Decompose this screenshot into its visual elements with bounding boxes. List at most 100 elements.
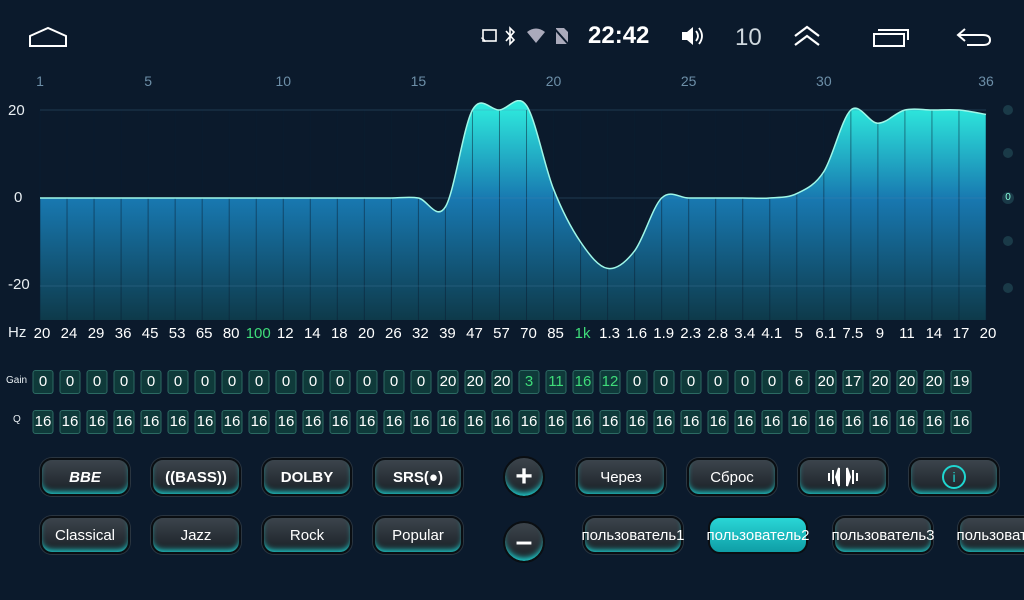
gain-value[interactable]: 0 (410, 370, 432, 394)
gain-value[interactable]: 20 (896, 370, 918, 394)
preset-rock[interactable]: Rock (262, 516, 352, 554)
q-value[interactable]: 16 (410, 410, 432, 434)
q-value[interactable]: 16 (572, 410, 594, 434)
gain-value[interactable]: 0 (383, 370, 405, 394)
plus-button[interactable]: + (503, 456, 545, 498)
gain-value[interactable]: 0 (680, 370, 702, 394)
minus-button[interactable]: – (503, 521, 545, 563)
gain-value[interactable]: 0 (140, 370, 162, 394)
gain-value[interactable]: 6 (788, 370, 810, 394)
through-button[interactable]: Через (576, 458, 666, 496)
q-value[interactable]: 16 (113, 410, 135, 434)
frequency-label: 1.6 (626, 325, 648, 342)
q-value[interactable]: 16 (707, 410, 729, 434)
gain-value[interactable]: 16 (572, 370, 594, 394)
q-value[interactable]: 16 (599, 410, 621, 434)
frequency-label: 18 (330, 325, 348, 342)
q-value[interactable]: 16 (491, 410, 513, 434)
back-icon[interactable] (955, 26, 993, 48)
q-value[interactable]: 16 (140, 410, 162, 434)
volume-icon[interactable] (680, 25, 706, 47)
q-value[interactable]: 16 (734, 410, 756, 434)
gain-value[interactable]: 20 (869, 370, 891, 394)
q-value[interactable]: 16 (761, 410, 783, 434)
q-value[interactable]: 16 (356, 410, 378, 434)
q-value[interactable]: 16 (86, 410, 108, 434)
eq-curve-chart[interactable] (0, 100, 1000, 325)
gain-value[interactable]: 20 (923, 370, 945, 394)
q-value[interactable]: 16 (248, 410, 270, 434)
gain-value[interactable]: 0 (59, 370, 81, 394)
q-value[interactable]: 16 (815, 410, 837, 434)
gain-value[interactable]: 0 (221, 370, 243, 394)
surround-button[interactable] (798, 458, 888, 496)
user-preset-2[interactable]: пользователь2 (706, 516, 810, 554)
gain-value[interactable]: 0 (329, 370, 351, 394)
q-value[interactable]: 16 (383, 410, 405, 434)
gain-value[interactable]: 17 (842, 370, 864, 394)
q-value[interactable]: 16 (329, 410, 351, 434)
gain-value[interactable]: 0 (626, 370, 648, 394)
q-value[interactable]: 16 (545, 410, 567, 434)
gain-value[interactable]: 0 (356, 370, 378, 394)
gain-value[interactable]: 0 (734, 370, 756, 394)
reset-button[interactable]: Сброс (687, 458, 777, 496)
q-value[interactable]: 16 (626, 410, 648, 434)
gain-value[interactable]: 12 (599, 370, 621, 394)
gain-value[interactable]: 0 (302, 370, 324, 394)
dolby-button[interactable]: DOLBY (262, 458, 352, 496)
recent-apps-icon[interactable] (872, 26, 910, 48)
q-value[interactable]: 16 (194, 410, 216, 434)
gain-value[interactable]: 20 (437, 370, 459, 394)
preset-jazz[interactable]: Jazz (151, 516, 241, 554)
user-preset-3[interactable]: пользователь3 (831, 516, 935, 554)
gain-value[interactable]: 19 (950, 370, 972, 394)
user-preset-label: пользователь1 (581, 526, 685, 544)
q-value[interactable]: 16 (788, 410, 810, 434)
q-value[interactable]: 16 (437, 410, 459, 434)
gain-value[interactable]: 3 (518, 370, 540, 394)
gain-value[interactable]: 0 (32, 370, 54, 394)
q-value[interactable]: 16 (653, 410, 675, 434)
gain-value[interactable]: 0 (248, 370, 270, 394)
q-value[interactable]: 16 (680, 410, 702, 434)
frequency-label: 26 (385, 325, 402, 342)
bass-button[interactable]: ((BASS)) (151, 458, 241, 496)
q-value[interactable]: 16 (842, 410, 864, 434)
q-value[interactable]: 16 (59, 410, 81, 434)
q-value[interactable]: 16 (869, 410, 891, 434)
home-icon[interactable] (28, 26, 68, 48)
gain-value[interactable]: 0 (86, 370, 108, 394)
indicator-dot (1003, 283, 1013, 293)
q-value[interactable]: 16 (167, 410, 189, 434)
preset-popular[interactable]: Popular (373, 516, 463, 554)
gain-value[interactable]: 20 (491, 370, 513, 394)
gain-value[interactable]: 0 (275, 370, 297, 394)
q-value[interactable]: 16 (518, 410, 540, 434)
q-value[interactable]: 16 (275, 410, 297, 434)
preset-classical[interactable]: Classical (40, 516, 130, 554)
expand-up-icon[interactable] (792, 24, 822, 48)
gain-value[interactable]: 0 (167, 370, 189, 394)
q-value[interactable]: 16 (302, 410, 324, 434)
gain-value[interactable]: 0 (761, 370, 783, 394)
q-value[interactable]: 16 (464, 410, 486, 434)
user-preset-4[interactable]: пользователь4 (956, 516, 1024, 554)
bbe-button[interactable]: BBE (40, 458, 130, 496)
gain-value[interactable]: 0 (113, 370, 135, 394)
info-button[interactable]: i (909, 458, 999, 496)
gain-value[interactable]: 0 (707, 370, 729, 394)
q-value[interactable]: 16 (32, 410, 54, 434)
gain-value[interactable]: 20 (464, 370, 486, 394)
q-value[interactable]: 16 (950, 410, 972, 434)
q-value[interactable]: 16 (923, 410, 945, 434)
srs-button[interactable]: SRS(●) (373, 458, 463, 496)
gain-value[interactable]: 11 (545, 370, 567, 394)
q-value[interactable]: 16 (221, 410, 243, 434)
frequency-label: 85 (547, 325, 564, 342)
gain-value[interactable]: 0 (653, 370, 675, 394)
q-value[interactable]: 16 (896, 410, 918, 434)
user-preset-1[interactable]: пользователь1 (581, 516, 685, 554)
gain-value[interactable]: 20 (815, 370, 837, 394)
gain-value[interactable]: 0 (194, 370, 216, 394)
